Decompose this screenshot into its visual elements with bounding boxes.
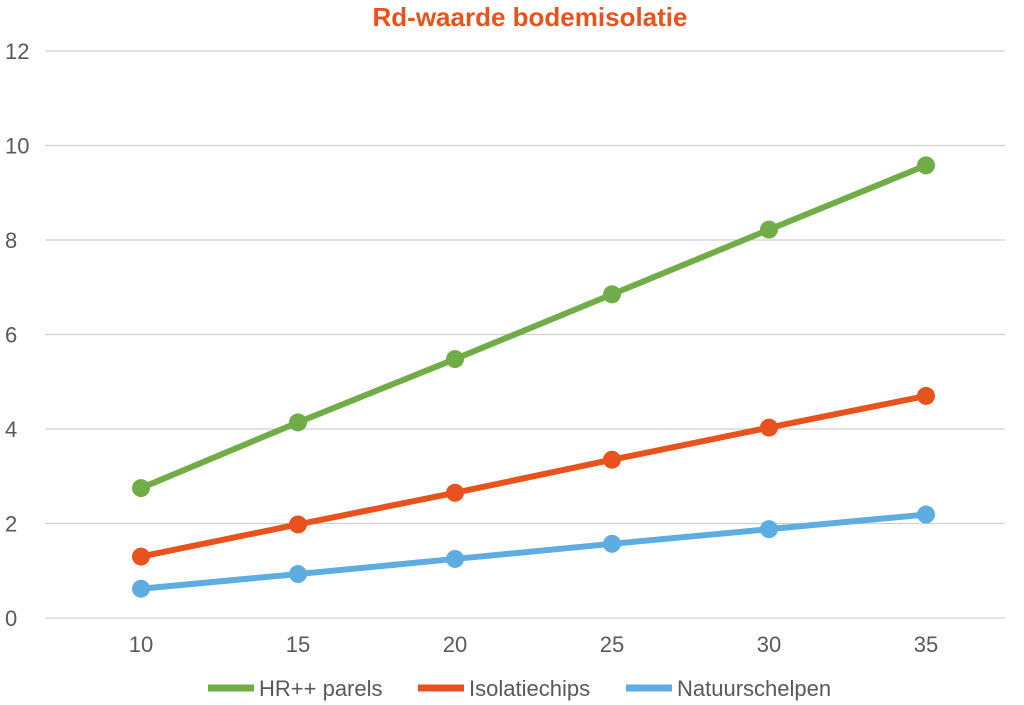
legend-label: HR++ parels	[259, 676, 383, 701]
data-point	[917, 156, 935, 175]
data-point	[289, 565, 307, 584]
data-point	[289, 515, 307, 534]
x-tick-label: 25	[600, 632, 624, 657]
x-tick-label: 35	[914, 632, 938, 657]
data-point	[603, 450, 621, 469]
series-line	[138, 511, 929, 592]
data-point	[132, 479, 150, 498]
y-tick-label: 8	[5, 228, 17, 253]
x-tick-label: 15	[286, 632, 310, 657]
y-tick-label: 6	[5, 323, 17, 348]
series-line	[138, 392, 929, 560]
data-point	[917, 386, 935, 405]
legend: HR++ parels Isolatiechips Natuurschelpen	[208, 676, 831, 701]
legend-label: Isolatiechips	[469, 676, 590, 701]
series-isolatiechips	[132, 386, 935, 566]
data-point	[760, 220, 778, 239]
chart-title: Rd-waarde bodemisolatie	[373, 2, 688, 32]
y-tick-label: 10	[5, 134, 29, 159]
series-group	[132, 156, 935, 598]
data-point	[760, 418, 778, 437]
legend-item: Natuurschelpen	[626, 676, 831, 701]
data-point	[603, 285, 621, 304]
x-tick-label: 30	[757, 632, 781, 657]
data-point	[289, 413, 307, 432]
y-axis-ticks: 0 2 4 6 8 10 12	[5, 39, 29, 631]
x-tick-label: 10	[129, 632, 153, 657]
x-axis-ticks: 10 15 20 25 30 35	[129, 632, 938, 657]
series-line	[138, 162, 929, 492]
x-tick-label: 20	[443, 632, 467, 657]
y-tick-label: 2	[5, 512, 17, 537]
legend-item: Isolatiechips	[418, 676, 590, 701]
data-point	[760, 520, 778, 539]
legend-label: Natuurschelpen	[677, 676, 831, 701]
data-point	[446, 483, 464, 502]
series-natuurschelpen	[132, 505, 935, 598]
legend-item: HR++ parels	[208, 676, 383, 701]
data-point	[132, 547, 150, 566]
y-tick-label: 0	[5, 606, 17, 631]
series-hr-parels	[132, 156, 935, 498]
data-point	[603, 534, 621, 553]
y-tick-label: 12	[5, 39, 29, 64]
data-point	[446, 549, 464, 568]
y-tick-label: 4	[5, 417, 17, 442]
data-point	[917, 505, 935, 524]
data-point	[132, 579, 150, 598]
gridlines	[45, 50, 1005, 619]
data-point	[446, 350, 464, 369]
